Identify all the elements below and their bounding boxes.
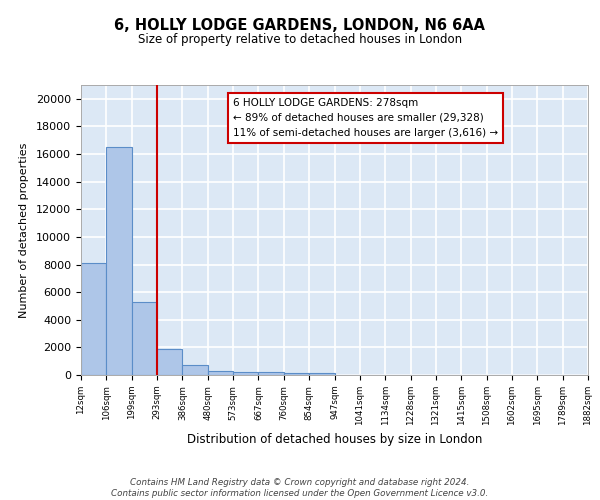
Bar <box>106 147 132 375</box>
Text: Contains HM Land Registry data © Crown copyright and database right 2024.
Contai: Contains HM Land Registry data © Crown c… <box>112 478 488 498</box>
Bar <box>208 371 233 375</box>
Bar <box>259 372 284 375</box>
Y-axis label: Number of detached properties: Number of detached properties <box>19 142 29 318</box>
Bar <box>132 302 157 375</box>
Bar <box>182 366 208 375</box>
Text: Size of property relative to detached houses in London: Size of property relative to detached ho… <box>138 32 462 46</box>
Text: 6, HOLLY LODGE GARDENS, LONDON, N6 6AA: 6, HOLLY LODGE GARDENS, LONDON, N6 6AA <box>115 18 485 32</box>
Bar <box>233 372 259 375</box>
X-axis label: Distribution of detached houses by size in London: Distribution of detached houses by size … <box>187 434 482 446</box>
Text: 6 HOLLY LODGE GARDENS: 278sqm
← 89% of detached houses are smaller (29,328)
11% : 6 HOLLY LODGE GARDENS: 278sqm ← 89% of d… <box>233 98 498 138</box>
Bar <box>81 263 106 375</box>
Bar <box>157 349 182 375</box>
Bar <box>284 372 309 375</box>
Bar <box>309 373 335 375</box>
